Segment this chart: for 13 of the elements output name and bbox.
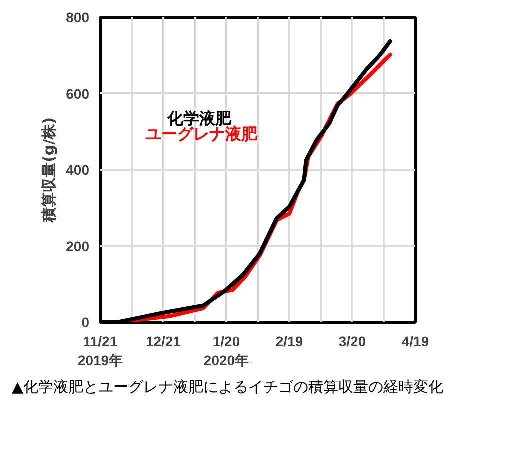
y-tick-label: 200: [66, 238, 90, 254]
x-tick-label: 3/20: [338, 334, 366, 350]
y-axis-title: 積算収量(g/株): [40, 118, 58, 224]
x-tick-label: 4/19: [402, 334, 430, 350]
text: ▲化学液肥とユーグレナ液肥によるイチゴの積算収量の経時変化: [12, 377, 445, 398]
y-tick-label: 400: [66, 162, 90, 178]
x-tick-label: 12/21: [146, 334, 182, 350]
x-tick-label: 2/19: [276, 334, 304, 350]
y-tick-label: 0: [82, 314, 90, 330]
x-tick-label: 11/21 2019年: [78, 334, 124, 369]
y-tick-label: 600: [66, 86, 90, 102]
x-tick-label: 1/20 2020年: [204, 334, 250, 369]
y-tick-label: 800: [66, 10, 90, 26]
